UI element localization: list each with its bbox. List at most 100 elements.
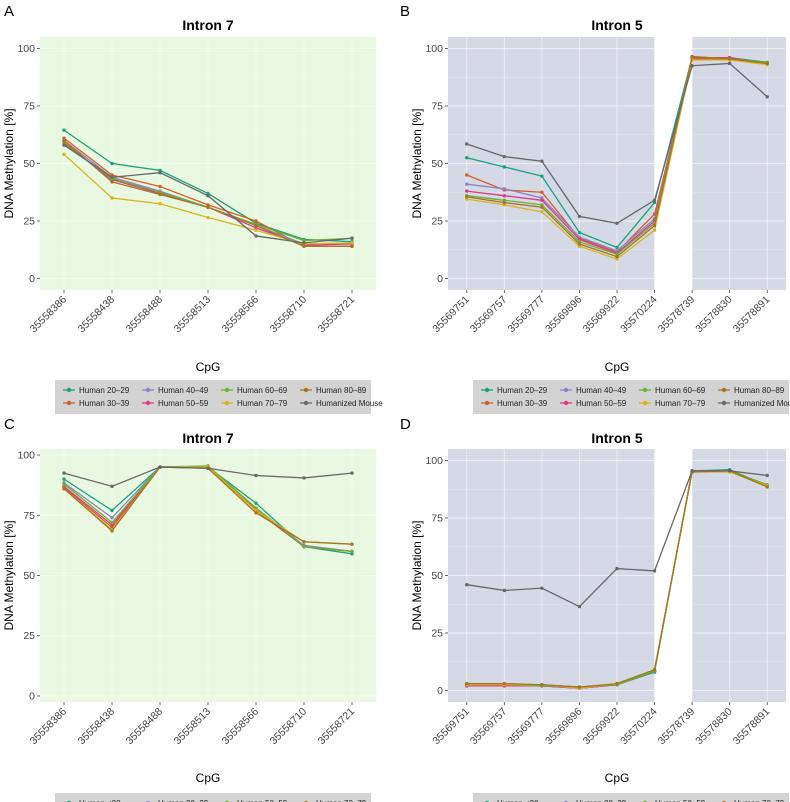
x-tick-label: 35558438: [76, 706, 118, 748]
legend-label: Human 30–39: [79, 399, 130, 408]
x-tick-label: 35569922: [581, 294, 623, 336]
x-tick-label: 35570224: [618, 294, 660, 336]
data-point: [690, 64, 694, 68]
data-point: [465, 156, 469, 160]
legend-key-point: [563, 387, 569, 393]
data-point: [502, 588, 507, 593]
legend: Human 20–29 Human 30–39 Human 40–49 Human 5…: [55, 380, 383, 414]
series: [62, 465, 354, 489]
y-tick-label: 0: [437, 273, 443, 285]
legend-item: Humanized Mouse: [718, 399, 790, 408]
data-point: [652, 228, 657, 232]
y-tick-label: 100: [425, 43, 443, 55]
series: [62, 143, 354, 245]
legend-key-point: [563, 400, 569, 406]
x-tick-label: 35558513: [172, 706, 214, 748]
legend-label: Human 60–69: [655, 386, 706, 395]
x-tick-label: 35558721: [316, 706, 358, 748]
legend-item: Human 30–39: [63, 399, 130, 408]
x-tick-label: 35558488: [124, 706, 166, 748]
panel-letter: C: [4, 416, 15, 433]
data-point: [254, 234, 258, 238]
x-tick-label: 35569922: [581, 706, 623, 748]
data-point: [158, 192, 162, 197]
legend-key-point: [66, 387, 72, 393]
x-tick-label: 35569757: [468, 706, 510, 748]
data-point: [765, 473, 769, 478]
data-point: [110, 161, 114, 166]
legend-label: Human 70–79: [237, 399, 288, 408]
x-tick-label: 35578739: [656, 294, 698, 336]
panel-letter: D: [400, 416, 411, 433]
data-point: [158, 184, 162, 189]
data-point: [652, 569, 657, 573]
data-point: [302, 476, 306, 480]
y-tick-label: 50: [23, 158, 35, 170]
data-point: [765, 61, 769, 66]
legend-item: Human 60–69: [639, 386, 706, 395]
data-point: [206, 466, 210, 470]
data-point: [110, 180, 114, 184]
legend-label: Human 70–79: [734, 799, 785, 802]
data-point: [540, 159, 544, 163]
chart-title: Intron 5: [591, 17, 643, 33]
y-tick-label: 100: [17, 43, 35, 55]
data-point: [350, 241, 354, 245]
y-axis-title: DNA Methylation [%]: [2, 520, 16, 630]
y-tick-label: 75: [431, 101, 443, 113]
legend-item: Human 70–79: [221, 399, 288, 408]
series: [465, 469, 769, 609]
x-tick-label: 35578891: [731, 294, 773, 336]
data-point: [502, 187, 507, 191]
legend-label: Humanized Mouse: [316, 399, 383, 408]
legend-label: Human 50–59: [158, 399, 209, 408]
data-point: [62, 152, 66, 156]
chart-title: Intron 7: [182, 17, 234, 33]
data-point: [62, 484, 66, 489]
data-point: [465, 195, 469, 199]
data-point: [302, 241, 306, 245]
legend-label: Human 50–59: [576, 399, 627, 408]
legend-key-point: [145, 400, 151, 406]
legend-label: Human 50–59: [237, 799, 288, 802]
gridlines: [448, 37, 786, 290]
data-point: [690, 54, 694, 59]
legend-key-point: [721, 387, 727, 393]
data-point: [254, 223, 258, 228]
data-point: [302, 544, 306, 549]
data-point: [206, 215, 210, 220]
y-tick-label: 50: [431, 158, 443, 170]
y-tick-label: 75: [23, 101, 35, 113]
data-point: [540, 683, 544, 687]
legend-label: Human 80–89: [734, 386, 785, 395]
data-point: [158, 171, 162, 175]
data-point: [502, 200, 507, 205]
legend-label: Human 30–39: [576, 799, 627, 802]
data-point: [254, 473, 258, 478]
legend-key-point: [721, 400, 727, 406]
data-point: [652, 668, 657, 672]
x-tick-label: 35569757: [468, 294, 510, 336]
legend-label: Human 80–89: [316, 386, 367, 395]
data-point: [540, 190, 544, 194]
legend-label: Human <20: [497, 799, 539, 802]
data-point: [350, 236, 354, 240]
data-point: [62, 471, 66, 475]
data-point: [465, 182, 469, 186]
legend-key-point: [303, 387, 309, 393]
data-point: [502, 154, 507, 159]
y-tick-label: 100: [17, 450, 35, 462]
data-point: [727, 469, 732, 473]
legend-label: Human <20: [79, 799, 121, 802]
legend-key-point: [642, 400, 648, 406]
y-tick-label: 25: [23, 630, 35, 642]
panel-letter: A: [4, 3, 14, 20]
legend-label: Human 40–49: [158, 386, 209, 395]
data-point: [206, 194, 210, 198]
data-point: [110, 520, 114, 525]
x-tick-label: 35558566: [220, 706, 262, 748]
y-axis-title: DNA Methylation [%]: [410, 108, 424, 218]
data-point: [615, 566, 619, 571]
